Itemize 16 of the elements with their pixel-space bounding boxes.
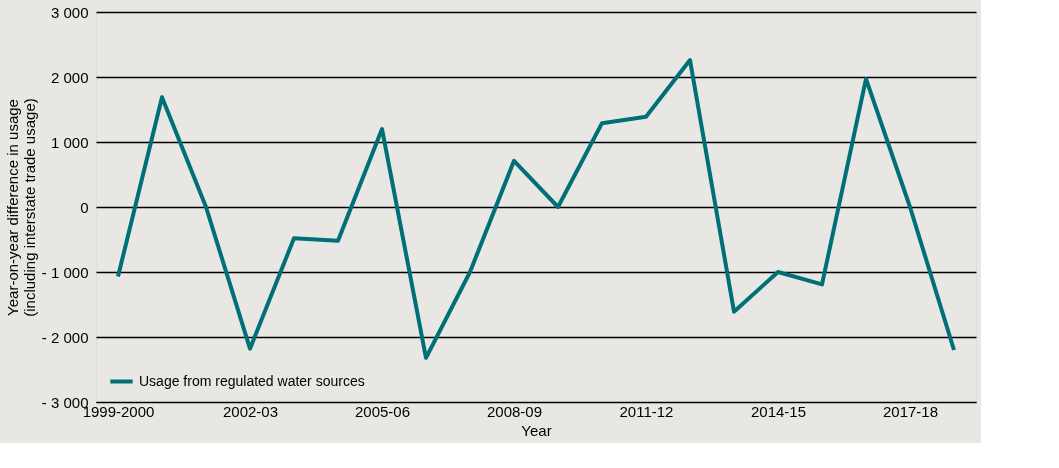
y-tick-label: 0	[80, 198, 89, 216]
y-tick-label: - 2 000	[41, 328, 89, 346]
x-tick-label: 2008-09	[486, 402, 543, 420]
x-tick-label: 2014-15	[750, 402, 807, 420]
y-tick-label: - 1 000	[41, 263, 89, 281]
line-series	[116, 58, 956, 360]
legend-label: Usage from regulated water sources	[139, 372, 365, 389]
x-axis-title: Year	[521, 421, 552, 439]
y-tick-label: 2 000	[50, 68, 89, 86]
y-tick-label: 1 000	[50, 133, 89, 151]
y-axis-title: Year-on-year difference in usage (including interstate trade usage)	[3, 98, 38, 317]
y-tick-label: 3 000	[50, 3, 89, 21]
x-tick-label: 2005-06	[354, 402, 411, 420]
x-tick-label: 2002-03	[222, 402, 279, 420]
x-tick-label: 2017-18	[882, 402, 939, 420]
x-tick-label: 2011-12	[619, 402, 674, 420]
